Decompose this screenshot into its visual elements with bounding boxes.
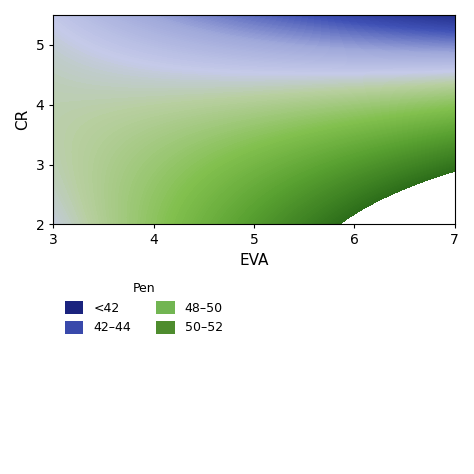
Y-axis label: CR: CR [15, 109, 30, 130]
X-axis label: EVA: EVA [239, 253, 269, 268]
Legend: <42, 42–44, 48–50, 50–52: <42, 42–44, 48–50, 50–52 [60, 277, 228, 339]
